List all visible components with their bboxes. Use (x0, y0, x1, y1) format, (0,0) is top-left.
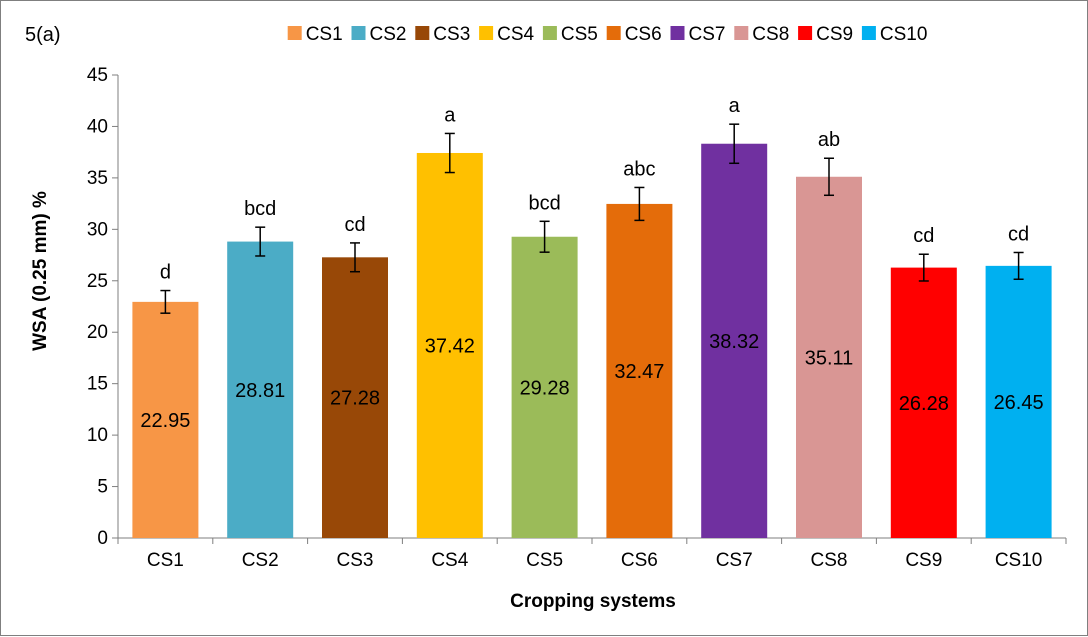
x-tick-label: CS10 (995, 550, 1043, 571)
data-label: 35.11 (805, 347, 854, 369)
x-tick-label: CS8 (811, 550, 848, 571)
y-tick-label: 15 (87, 374, 108, 395)
data-label: 26.28 (899, 393, 949, 415)
legend-swatch (798, 26, 813, 40)
legend-label: CS7 (689, 24, 726, 45)
data-label: 38.32 (709, 331, 759, 353)
legend-swatch (542, 26, 557, 40)
y-tick-label: 40 (87, 116, 108, 137)
significance-letter: cd (344, 214, 365, 236)
significance-letter: cd (913, 225, 934, 247)
data-label: 32.47 (614, 361, 664, 383)
bar (796, 176, 862, 538)
legend-label: CS4 (497, 24, 534, 45)
panel-label: 5(a) (25, 24, 61, 46)
y-tick-label: 20 (87, 322, 108, 343)
legend-label: CS1 (306, 24, 343, 45)
data-label: 29.28 (520, 377, 570, 399)
y-tick-label: 0 (97, 528, 108, 549)
bar (416, 152, 483, 538)
significance-letter: a (444, 104, 456, 126)
legend-swatch (734, 26, 749, 40)
x-tick-label: CS4 (431, 550, 468, 571)
significance-letter: bcd (244, 198, 276, 220)
bar (132, 301, 199, 538)
y-tick-label: 30 (87, 219, 108, 240)
legend-label: CS6 (625, 24, 662, 45)
bar (227, 241, 294, 538)
significance-letter: ab (818, 129, 840, 151)
y-axis: 0 5 10 15 20 25 30 35 40 45 (87, 65, 119, 549)
legend-label: CS5 (561, 24, 598, 45)
legend-swatch (670, 26, 685, 40)
x-tick-label: CS7 (716, 550, 753, 571)
significance-letter: a (729, 95, 741, 117)
legend: CS1 CS2 CS3 CS4 CS5 CS6 CS7 CS8 CS9 CS10 (287, 24, 928, 45)
x-axis-title: Cropping systems (510, 591, 676, 612)
x-tick-label: CS5 (526, 550, 563, 571)
significance-letter: bcd (528, 192, 560, 214)
legend-label: CS9 (816, 24, 853, 45)
y-tick-label: 25 (87, 271, 108, 292)
significance-letter: abc (623, 158, 655, 180)
legend-swatch (606, 26, 621, 40)
data-label: 26.45 (994, 392, 1044, 414)
y-tick-label: 10 (87, 425, 108, 446)
legend-swatch (351, 26, 366, 40)
legend-label: CS3 (433, 24, 470, 45)
x-tick-label: CS2 (242, 550, 279, 571)
y-tick-label: 45 (87, 65, 108, 86)
significance-letter: cd (1008, 223, 1029, 245)
legend-swatch (287, 26, 302, 40)
bar (890, 267, 957, 538)
data-label: 27.28 (330, 388, 380, 410)
legend-label: CS10 (880, 24, 928, 45)
x-tick-label: CS1 (147, 550, 184, 571)
y-tick-label: 5 (97, 477, 108, 498)
y-tick-label: 35 (87, 168, 108, 189)
legend-swatch (479, 26, 494, 40)
bar (701, 143, 768, 538)
x-tick-label: CS6 (621, 550, 658, 571)
legend-label: CS8 (752, 24, 789, 45)
bar (985, 265, 1052, 538)
bars: 22.95 d 28.81 bcd 27.28 cd 37.42 a 29.28 bcd 32.47… (132, 95, 1052, 538)
x-tick-label: CS3 (337, 550, 374, 571)
bar (606, 203, 673, 538)
x-tick-label: CS9 (905, 550, 942, 571)
legend-label: CS2 (370, 24, 407, 45)
bar (511, 236, 578, 538)
significance-letter: d (160, 262, 171, 284)
legend-swatch (861, 26, 876, 40)
data-label: 28.81 (235, 380, 285, 402)
legend-swatch (415, 26, 430, 40)
data-label: 22.95 (140, 410, 190, 432)
y-axis-title: WSA (0.25 mm) % (30, 191, 51, 351)
data-label: 37.42 (425, 335, 475, 357)
x-axis: CS1 CS2 CS3 CS4 CS5 CS6 CS7 CS8 CS9 CS10 (117, 537, 1067, 571)
bar (322, 257, 388, 538)
